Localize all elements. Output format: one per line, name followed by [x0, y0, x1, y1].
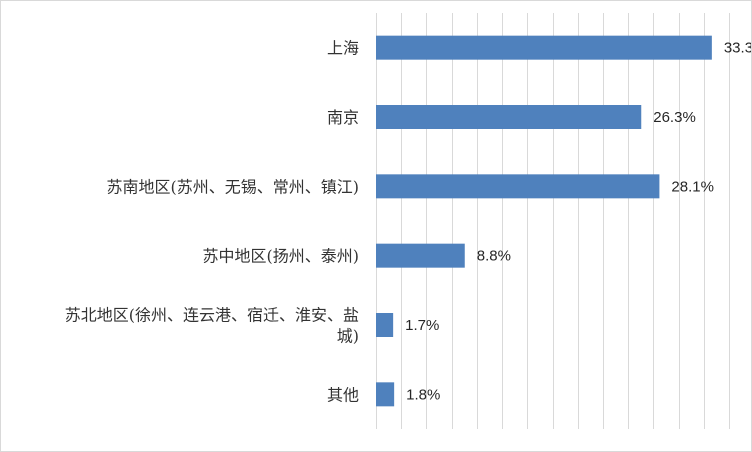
- data-label: 28.1%: [671, 178, 714, 195]
- data-labels: 33.3% 26.3% 28.1% 8.8% 1.7% 1.8%: [405, 40, 751, 404]
- data-label: 1.8%: [406, 386, 440, 403]
- bar: [376, 105, 642, 129]
- category-label: 苏中地区(扬州、泰州): [203, 247, 360, 266]
- category-label: 苏南地区(苏州、无锡、常州、镇江): [107, 177, 360, 196]
- bars: [376, 35, 712, 407]
- category-label: 上海: [327, 39, 359, 58]
- data-label: 1.7%: [405, 317, 439, 334]
- category-label: 南京: [327, 108, 359, 127]
- bar: [376, 313, 394, 337]
- data-label: 33.3%: [724, 40, 751, 57]
- category-label: 苏北地区(徐州、连云港、宿迁、淮安、盐: [65, 306, 359, 325]
- category-label: 城): [337, 327, 359, 346]
- gridlines: [376, 13, 730, 429]
- bar: [376, 243, 465, 268]
- bar: [376, 174, 660, 199]
- bar: [376, 35, 712, 60]
- data-label: 8.8%: [477, 248, 511, 265]
- data-label: 26.3%: [653, 109, 696, 126]
- category-label: 其他: [327, 385, 359, 404]
- bar: [376, 382, 395, 407]
